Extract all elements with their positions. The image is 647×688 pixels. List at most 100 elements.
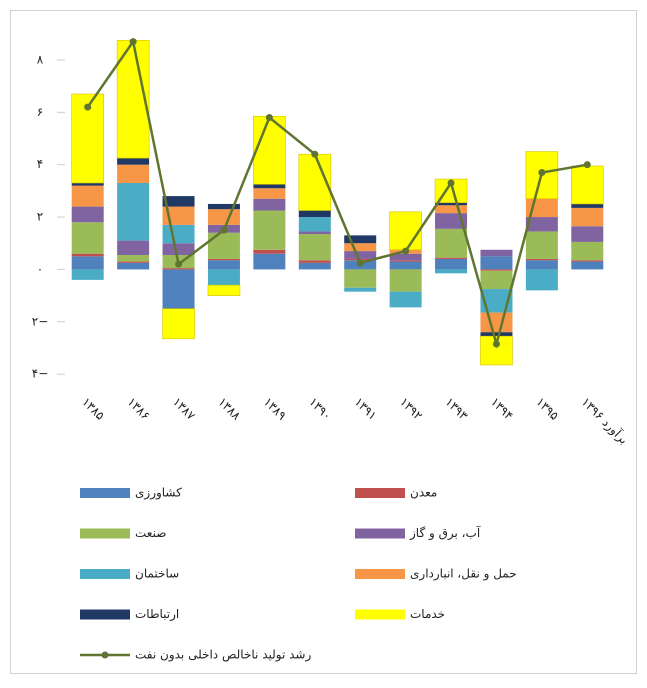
legend-swatch	[80, 528, 130, 539]
bar-segment	[525, 260, 558, 270]
bar-segment	[525, 269, 558, 291]
bar-segment	[480, 332, 513, 337]
bar-segment	[162, 224, 195, 244]
line-point	[447, 179, 455, 187]
bar-segment	[253, 210, 286, 250]
bar-segment	[480, 270, 513, 290]
y-tick-label: ۴−	[32, 367, 49, 381]
y-tick-label: ۲−	[32, 314, 49, 328]
bar-segment	[162, 243, 195, 256]
legend-label: خدمات	[410, 607, 445, 621]
x-tick-label: ۱۳۹۲	[397, 395, 425, 423]
y-tick-label: ۲	[37, 210, 43, 224]
y-tick-label: ۶	[37, 105, 43, 119]
line-point	[175, 260, 183, 268]
bar-segment	[162, 269, 195, 309]
line-point	[402, 247, 410, 255]
x-tick-label: ۱۳۹۰	[306, 395, 334, 423]
line-point	[84, 103, 92, 111]
frame	[10, 10, 637, 674]
bar-segment	[162, 268, 195, 270]
line-point	[220, 226, 228, 234]
line-point	[583, 161, 591, 169]
bar-segment	[571, 226, 604, 242]
y-tick-label: ۸	[37, 52, 44, 66]
bar-segment	[207, 269, 240, 286]
bar-segment	[344, 235, 377, 244]
x-tick-label: ۱۳۸۵	[79, 395, 107, 423]
legend-label: ساختمان	[135, 567, 179, 581]
bar-segment	[480, 269, 513, 271]
bar-segment	[253, 188, 286, 199]
legend-swatch	[80, 609, 130, 620]
line	[86, 38, 588, 349]
bar-segment	[71, 206, 104, 223]
bar-segment	[389, 261, 422, 270]
legend-swatch	[80, 569, 130, 579]
x-tick-label: ۱۳۸۹	[261, 395, 289, 423]
bar-segment	[207, 203, 240, 210]
bar-segment	[207, 258, 240, 261]
x-tick-label: ۱۳۹۳	[442, 395, 471, 424]
y-tick-label: ۰	[37, 262, 43, 276]
bar-segment	[480, 312, 513, 333]
bar-segment	[117, 261, 150, 263]
bar-segment	[298, 210, 331, 218]
bar-segment	[117, 262, 150, 270]
bar-segment	[435, 205, 468, 214]
bar-segment	[571, 241, 604, 261]
legend-label: آب، برق و گاز	[409, 525, 481, 541]
bar-segment	[207, 260, 240, 270]
bar-segment	[480, 289, 513, 313]
line-point	[538, 169, 546, 177]
bar-segment	[71, 185, 104, 207]
legend-label: معدن	[410, 486, 437, 500]
legend-swatch	[355, 528, 405, 539]
line-point	[492, 340, 500, 348]
bar-segment	[117, 158, 150, 165]
bar-segment	[71, 222, 104, 254]
legend-label: رشد تولید ناخالص داخلی بدون نفت	[135, 648, 311, 663]
bar-segment	[389, 291, 422, 308]
bar-segment	[207, 232, 240, 259]
bar-segment	[571, 260, 604, 262]
x-tick-label: ۱۳۸۶	[125, 395, 153, 423]
bar-segment	[435, 258, 468, 270]
bar-segment	[435, 269, 468, 274]
bar-segment	[571, 261, 604, 270]
bar-segment	[71, 253, 104, 257]
bar-segment	[298, 262, 331, 270]
bar-segment	[389, 269, 422, 292]
legend-label: صنعت	[135, 526, 166, 540]
x-tick-label: ۱۳۹۵	[533, 395, 561, 423]
bar-segment	[162, 196, 195, 207]
bar-segment	[435, 228, 468, 258]
line-point	[265, 114, 273, 122]
x-tick-label: برآورد ۱۳۹۶	[578, 394, 632, 448]
bar-segment	[435, 257, 468, 259]
legend-swatch	[355, 488, 405, 498]
bar-segment	[117, 164, 150, 184]
bar-segment	[570, 165, 604, 205]
bar-segment	[344, 287, 377, 292]
legend-swatch	[355, 609, 405, 620]
bar-segment	[344, 251, 377, 259]
legend-swatch	[355, 569, 405, 579]
legend-label: کشاورزی	[135, 486, 182, 501]
legend-swatch	[80, 488, 130, 498]
y-tick-label: ۴	[37, 157, 43, 171]
bar-segment	[71, 183, 104, 186]
line-point	[129, 38, 137, 46]
bar-segment	[298, 217, 331, 232]
legend-label: ارتباطات	[135, 607, 179, 622]
bar-segment	[253, 184, 286, 189]
bar-segment	[298, 260, 331, 263]
legend-label: حمل و نقل، انبارداری	[410, 567, 517, 582]
bar-segment	[389, 260, 422, 262]
bar-segment	[435, 202, 468, 206]
bar-segment	[344, 269, 377, 288]
bar-segment	[117, 255, 150, 262]
bar-segment	[298, 234, 331, 261]
bar-segment	[71, 269, 104, 280]
bar-segment	[207, 209, 240, 225]
